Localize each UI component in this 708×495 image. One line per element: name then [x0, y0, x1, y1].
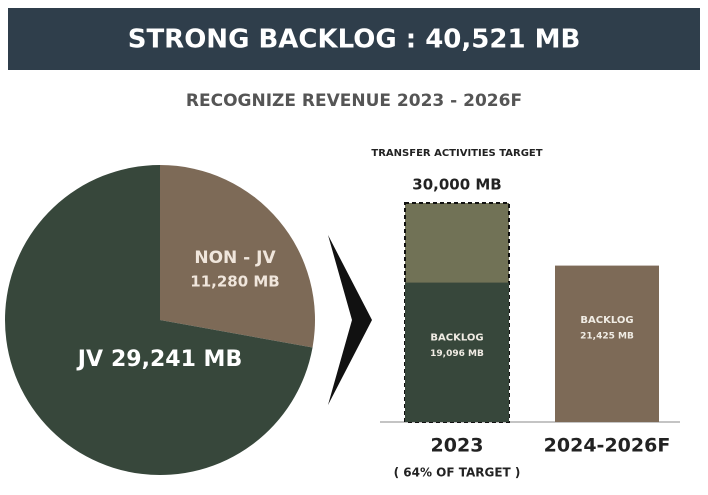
slice-value: 11,280 MB	[190, 273, 279, 291]
bar	[555, 265, 659, 422]
x-tick-label: 2024-2026F	[544, 435, 671, 457]
title: STRONG BACKLOG : 40,521 MB	[128, 25, 581, 55]
slice-name: JV	[76, 347, 103, 372]
header-band	[8, 8, 700, 70]
pie-slice	[160, 165, 315, 348]
slice-label: JV 29,241 MB	[76, 347, 242, 372]
bar	[405, 282, 509, 422]
bar-value: 19,096 MB	[430, 349, 484, 359]
bar-name: BACKLOG	[430, 332, 483, 343]
pie-slice	[5, 165, 313, 475]
bar-value: 21,425 MB	[580, 332, 634, 342]
bar-name: BACKLOG	[580, 315, 633, 326]
chevron	[328, 235, 372, 405]
subtitle: RECOGNIZE REVENUE 2023 - 2026F	[186, 91, 522, 111]
target-name: TRANSFER ACTIVITIES TARGET	[371, 148, 542, 159]
x-tick-label: 2023	[431, 435, 484, 457]
annotation: ( 64% OF TARGET )	[394, 466, 521, 480]
slice-label: NON - JV	[194, 248, 276, 268]
target-value: 30,000 MB	[412, 176, 501, 194]
slice-value: 29,241 MB	[111, 347, 242, 372]
